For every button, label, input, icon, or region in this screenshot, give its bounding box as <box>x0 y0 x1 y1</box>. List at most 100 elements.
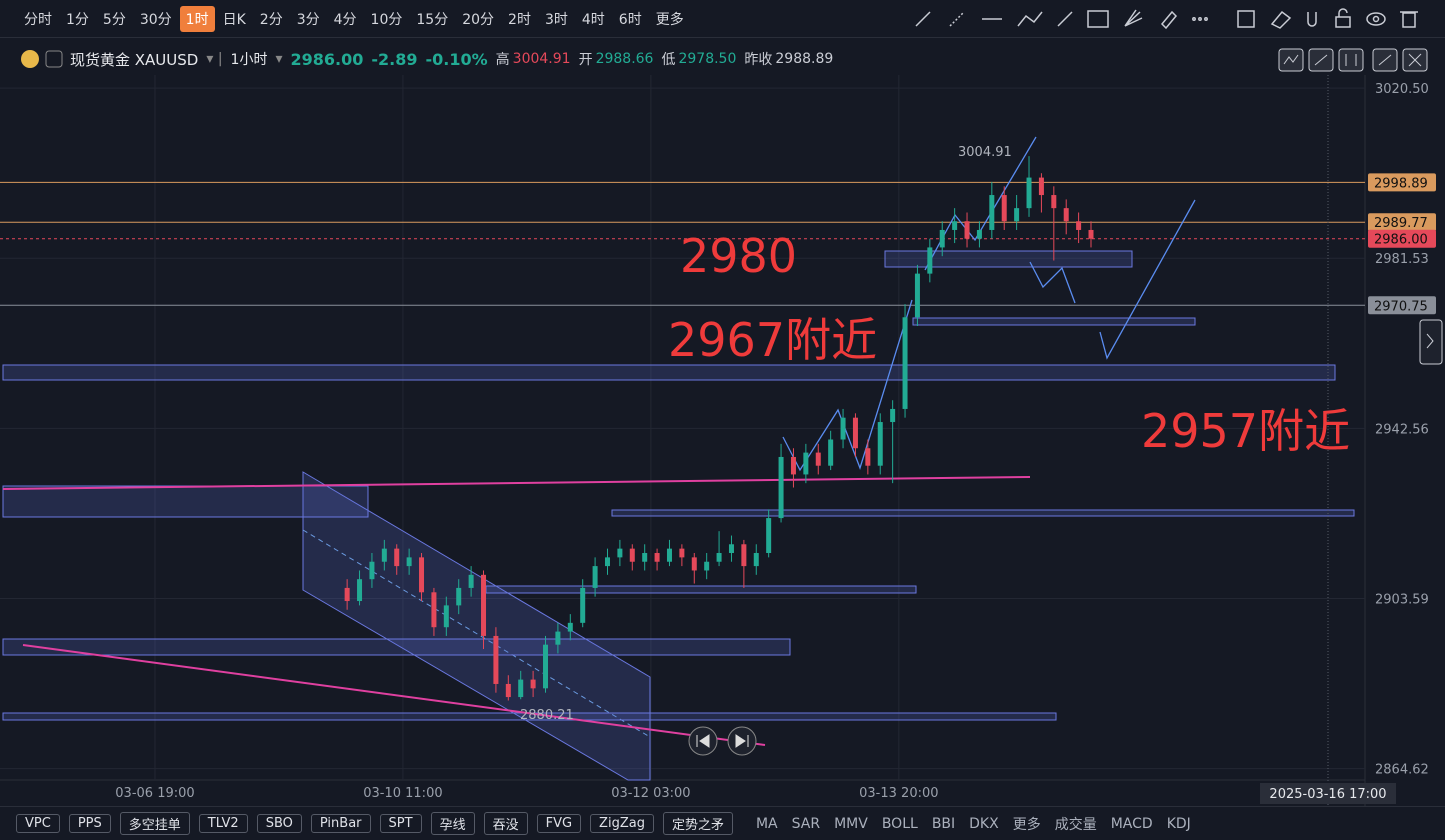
period-tab[interactable]: 3分 <box>296 11 320 28</box>
period-tab[interactable]: 4分 <box>333 11 357 28</box>
period-tab[interactable]: 2时 <box>508 11 531 28</box>
candle-body <box>753 553 759 567</box>
period-tab[interactable]: 4时 <box>581 11 605 28</box>
x-tick-label: 03-12 03:00 <box>611 786 690 801</box>
indicator-tab[interactable]: 更多 <box>1012 816 1041 833</box>
indicator-toolbar: VPC PPS 多空挂单 TLV2 SBO PinBar SPT 孕线 吞没 FVG ZigZag 定… <box>0 806 1445 840</box>
candle-body <box>877 422 883 466</box>
candle-body <box>914 273 920 318</box>
annotation: 2957附近 <box>1141 404 1350 458</box>
indicator-button[interactable]: ZigZag <box>590 814 654 833</box>
price-label-box <box>1368 173 1436 192</box>
y-tick-label: 2942.56 <box>1375 422 1429 437</box>
indicator-button[interactable]: SBO <box>256 814 302 833</box>
annotation: 2967附近 <box>668 313 877 367</box>
trend-line <box>22 644 766 746</box>
candle-body <box>704 561 710 571</box>
quote-header: 现货黄金 XAUUSD ▾ | 1小时 ▾ 2986.00 -2.89 -0.10%… <box>0 42 1445 76</box>
channel-mid <box>302 529 651 738</box>
period-tab[interactable]: 更多 <box>655 11 684 28</box>
candle-body <box>543 644 549 689</box>
open: 2988.66 <box>595 51 654 67</box>
period-tab[interactable]: 2分 <box>259 11 283 28</box>
candle-body <box>1014 208 1020 222</box>
period-tab[interactable]: 10分 <box>370 11 403 28</box>
period-tab[interactable]: 日K <box>222 11 246 28</box>
zones <box>2 250 1355 721</box>
indicator-button[interactable]: 定势之矛 <box>662 812 733 835</box>
candle-body <box>555 631 561 645</box>
price-label: 2989.77 <box>1374 216 1428 231</box>
indicator-button[interactable]: PinBar <box>310 814 371 833</box>
candle-body <box>865 448 871 466</box>
prev-close: 2988.89 <box>775 51 834 67</box>
price-label-box <box>1368 213 1436 232</box>
playback[interactable] <box>688 726 757 756</box>
indicator-tab[interactable]: SAR <box>791 815 821 832</box>
candle-body <box>394 548 400 567</box>
candle-body <box>927 247 933 274</box>
indicator-tab[interactable]: BBI <box>931 815 956 832</box>
indicator-button[interactable]: FVG <box>536 814 582 833</box>
candle-body <box>952 221 958 230</box>
indicator-button[interactable]: PPS <box>68 814 111 833</box>
indicator-tab[interactable]: 成交量 <box>1054 816 1097 833</box>
candle-body <box>666 548 672 562</box>
indicator-button[interactable]: 孕线 <box>430 812 475 835</box>
period-tab[interactable]: 分时 <box>24 11 52 28</box>
crosshair-time-box <box>1260 783 1396 804</box>
chart: 2025-03-16 17:00 2980 2967附近 2957附近 3004… <box>0 48 1443 806</box>
period-toolbar: 分时 1分 5分 30分 1时 日K 2分 3分 4分 10分 15分 20分 2时 3时 4时 6时 更多 <box>0 0 1445 38</box>
indicator-button[interactable]: 吞没 <box>483 812 528 835</box>
period-tab[interactable]: 30分 <box>139 11 172 28</box>
x-tick-label: 03-06 19:00 <box>115 786 194 801</box>
x-tick-label: 03-10 11:00 <box>363 786 442 801</box>
high: 3004.91 <box>512 51 571 67</box>
period-tab[interactable]: 3时 <box>544 11 568 28</box>
drawings <box>2 136 1355 781</box>
period-tab[interactable]: 1分 <box>66 11 89 28</box>
symbol[interactable]: 现货黄金 XAUUSD <box>70 50 199 69</box>
candle-body <box>592 566 598 588</box>
period-tab[interactable]: 20分 <box>462 11 495 28</box>
indicator-button[interactable]: VPC <box>16 814 60 833</box>
period[interactable]: 1小时 <box>230 52 268 68</box>
indicator-tab[interactable]: DKX <box>969 815 999 832</box>
candle-body <box>617 548 623 558</box>
candle-body <box>493 635 499 684</box>
indicator-button[interactable]: 多空挂单 <box>119 812 190 835</box>
price-label: 2970.75 <box>1374 299 1428 314</box>
period-tab[interactable]: 1时 <box>179 5 215 32</box>
indicator-tab[interactable]: KDJ <box>1166 815 1191 832</box>
low-marker: 2880.21 <box>520 708 574 723</box>
indicator-tab[interactable]: MA <box>755 815 778 832</box>
candle-body <box>1001 195 1007 222</box>
price-label-box <box>1368 296 1436 315</box>
candle-body <box>803 452 809 475</box>
indicator-button[interactable]: SPT <box>379 814 422 833</box>
candle-body <box>890 408 896 423</box>
candle-body <box>431 592 437 628</box>
candle-body <box>1088 229 1094 239</box>
period-tab[interactable]: 6时 <box>618 11 642 28</box>
change: -2.89 <box>371 49 418 69</box>
drawing-tools <box>915 8 1418 30</box>
candle-body <box>1063 208 1069 222</box>
indicator-tab[interactable]: MMV <box>834 815 868 832</box>
candle-body <box>642 553 648 562</box>
indicator-tab[interactable]: BOLL <box>881 815 918 832</box>
period-tab[interactable]: 15分 <box>416 11 449 28</box>
change-pct: -0.10% <box>425 49 488 69</box>
candle-body <box>939 229 945 248</box>
candle-body <box>1076 221 1082 230</box>
candle-body <box>989 195 995 230</box>
chart-controls[interactable] <box>1278 48 1443 365</box>
candle-body <box>357 579 363 602</box>
channel <box>302 471 651 781</box>
period-tab[interactable]: 5分 <box>102 11 126 28</box>
candle-body <box>406 557 412 567</box>
candle-body <box>505 683 511 698</box>
indicator-tab[interactable]: MACD <box>1110 815 1153 832</box>
indicator-button[interactable]: TLV2 <box>198 814 248 833</box>
